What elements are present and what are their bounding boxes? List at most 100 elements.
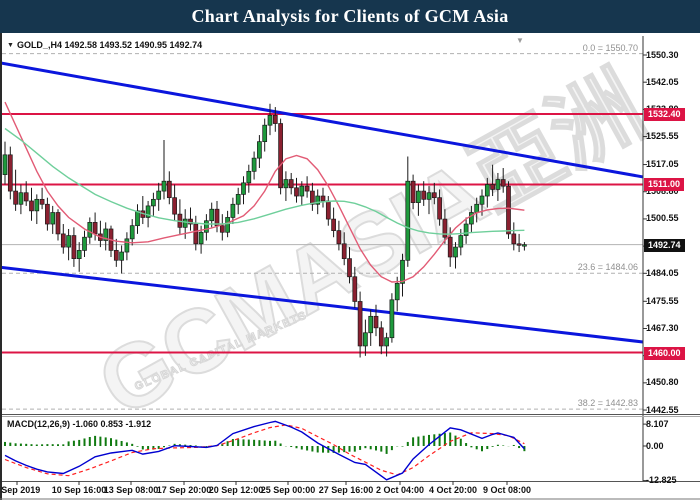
candle-body [230,203,236,218]
candle-body [29,200,34,212]
candle-body [151,198,156,207]
candle-body [484,184,490,197]
candle-body [92,222,98,235]
candle-body [352,276,358,302]
candle-body [82,236,87,251]
candle-body [156,190,162,200]
candle-body [262,124,268,143]
candle-body [479,195,485,205]
candle-body [299,185,305,197]
candle-body [103,228,109,241]
candle-body [310,190,315,205]
candle-body [341,243,347,259]
candle-body [71,235,77,259]
price-axis-label: 1484.05 [646,267,679,278]
candle-body [410,180,416,203]
candle-body [304,185,310,192]
candle-body [426,192,432,200]
symbol-ohlc-readout: ▼ GOLD_,H4 1492.58 1493.52 1490.95 1492.7… [7,40,202,51]
candle-body [193,223,199,245]
candle-body [7,154,13,192]
trendline[interactable] [0,61,644,179]
macd-main-line [4,420,525,481]
time-axis-label: 9 Oct 08:00 [482,485,532,495]
candle-body [506,185,511,235]
price-badge-1511.00: 1511.00 [644,178,685,192]
candle-body [113,250,119,261]
time-axis-label: 27 Sep 16:00 [318,485,374,495]
price-axis-label: 1450.80 [646,377,679,388]
candle-body [347,258,352,278]
candle-body [495,179,501,190]
candle-body [39,198,45,205]
price-axis-label: 1442.55 [646,404,679,415]
candle-body [357,301,363,347]
candle-body [469,212,474,225]
candle-body [219,225,225,233]
candle-body [511,233,517,245]
candle-body [87,222,93,238]
candle-body [161,180,167,192]
ma-fast-line [4,101,525,283]
chart-shift-marker-icon[interactable]: ▼ [516,36,524,45]
time-axis-label: 4 Oct 20:00 [428,485,478,495]
candle-body [257,141,262,159]
candle-body [34,198,40,212]
candle-body [129,225,135,240]
candle-body [500,179,506,187]
candle-body [421,190,427,200]
candle-body [135,210,140,227]
candle-body [246,170,252,184]
candle-body [363,332,368,347]
trendline[interactable] [0,265,644,344]
time-axis-label: 20 Sep 12:00 [208,485,264,495]
price-axis-label: 1517.05 [646,159,679,170]
candle-body [320,195,326,202]
price-axis-label: 1550.30 [646,49,679,60]
candle-body [378,327,384,347]
candle-body [315,195,321,205]
symbol-dropdown-icon[interactable]: ▼ [7,42,14,49]
time-axis-label: 17 Sep 20:00 [156,485,212,495]
candle-body [458,235,464,248]
ma-slow-line [4,127,525,235]
candle-body [209,208,215,222]
price-badge-1532.40: 1532.40 [644,107,685,121]
candle-body [241,182,246,195]
candle-body [166,180,172,199]
candle-body [278,123,283,189]
candle-body [145,205,151,218]
candle-body [76,250,82,259]
candle-body [204,220,209,233]
candle-body [516,243,522,246]
price-axis-label: 1500.55 [646,213,679,224]
candle-body [235,194,241,205]
candle-body [453,246,458,258]
price-axis-label: 1475.55 [646,295,679,306]
candle-body [294,187,299,197]
candle-body [119,251,124,261]
macd-indicator-readout: MACD(12,26,9) -1.060 0.853 -1.912 [7,419,152,429]
candle-body [373,315,379,329]
candle-body [188,218,193,225]
time-axis-label: 13 Sep 08:00 [103,485,159,495]
macd-axis-label: 8.107 [646,418,669,429]
macd-axis-label: 0.00 [646,440,664,451]
time-axis-label: 6 Sep 2019 [0,485,41,495]
price-axis-label: 1542.05 [646,76,679,87]
time-axis-label: 2 Oct 04:00 [375,485,425,495]
candle-body [368,315,374,334]
candle-body [13,190,18,205]
candle-body [416,190,421,203]
candle-body [442,218,448,238]
time-axis-label: 10 Sep 16:00 [51,485,107,495]
candle-body [331,218,336,231]
candle-body [437,197,442,220]
candle-body [490,184,495,190]
candle-body [522,244,527,247]
candle-body [283,179,289,189]
candle-body [389,299,395,339]
time-axis-label: 25 Sep 00:00 [260,485,316,495]
